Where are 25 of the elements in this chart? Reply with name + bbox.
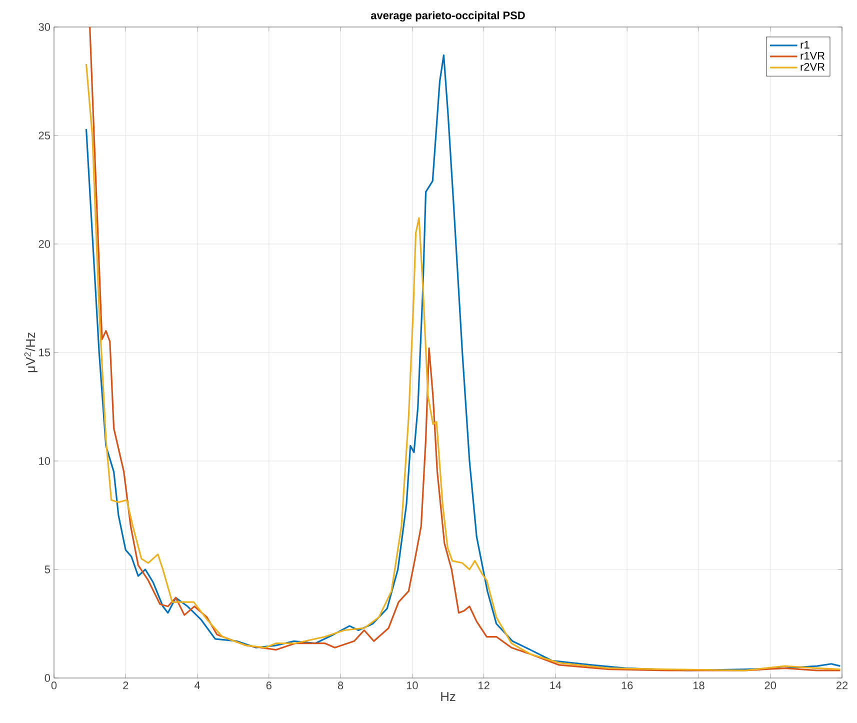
x-tick-label: 12	[478, 682, 490, 690]
x-tick-label: 6	[266, 682, 272, 690]
y-tick-label: 15	[39, 348, 50, 356]
legend-label: r1VR	[800, 52, 824, 60]
y-axis-title: μV$^{2}$/Hz	[24, 332, 38, 372]
x-tick-label: 10	[406, 682, 418, 690]
x-tick-label: 2	[123, 682, 128, 690]
x-tick-label: 20	[764, 682, 776, 690]
x-tick-label: 4	[194, 682, 200, 690]
x-tick-label: 14	[550, 682, 562, 690]
chart-title: average parieto-occipital PSD	[370, 11, 525, 22]
legend-label: r1	[800, 40, 810, 48]
y-tick-label: 5	[44, 566, 50, 574]
y-tick-label: 20	[38, 240, 50, 248]
y-tick-label: 25	[38, 132, 50, 140]
legend-label: r2VR	[800, 62, 824, 71]
y-tick-label: 10	[39, 457, 50, 465]
x-tick-label: 8	[338, 682, 344, 690]
x-tick-label: 22	[836, 682, 848, 690]
y-tick-label: 0	[44, 674, 50, 682]
x-tick-label: 16	[622, 682, 633, 690]
x-axis-title: Hz	[441, 692, 456, 702]
y-tick-label: 30	[38, 23, 50, 31]
x-tick-label: 0	[51, 682, 57, 690]
x-tick-label: 18	[693, 682, 704, 690]
